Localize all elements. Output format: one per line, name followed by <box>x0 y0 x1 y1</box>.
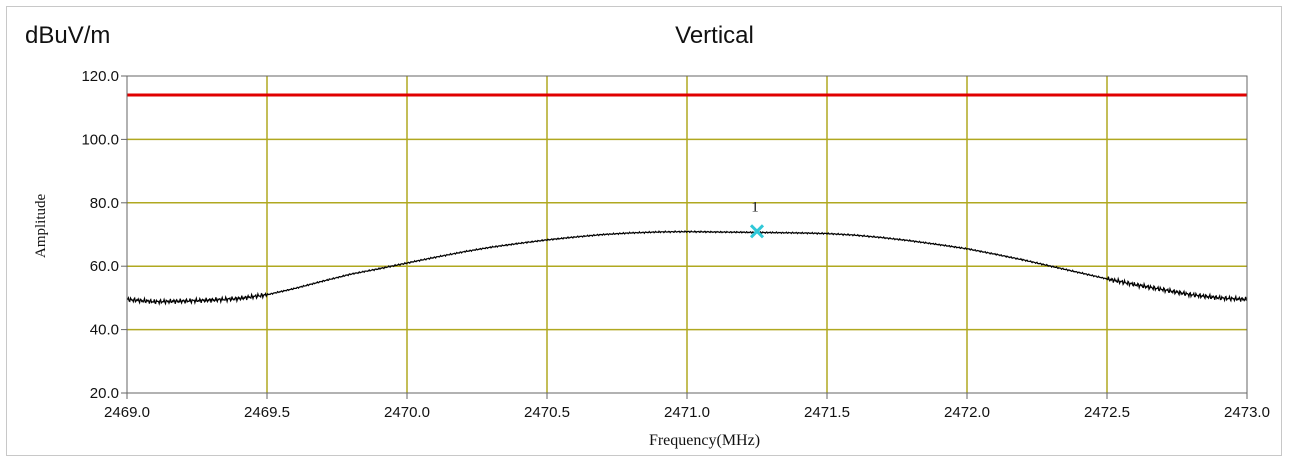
plot-border <box>126 75 1248 394</box>
marker-group: 1 <box>749 199 765 239</box>
x-tick-label: 2469.5 <box>244 404 290 421</box>
chart-frame <box>6 6 1282 456</box>
series-group <box>126 230 1248 306</box>
y-axis-label: Amplitude <box>33 193 49 258</box>
marker-1-label: 1 <box>751 199 759 215</box>
x-tick-label: 2471.5 <box>804 404 850 421</box>
x-tick-label: 2473.0 <box>1224 404 1270 421</box>
grid-lines <box>127 76 1247 393</box>
y-tick-label: 80.0 <box>90 195 119 212</box>
chart-title: Vertical <box>675 22 754 49</box>
marker-1-cross-b <box>749 224 765 239</box>
y-tick-label: 120.0 <box>81 68 119 85</box>
series-trace <box>126 230 1248 306</box>
y-tick-label: 20.0 <box>90 385 119 402</box>
unit-label: dBuV/m <box>25 22 111 49</box>
x-tick-label: 2471.0 <box>664 404 710 421</box>
x-tick-label: 2472.0 <box>944 404 990 421</box>
tick-labels: 2469.0 2469.5 2470.0 2470.5 2471.0 2471.5 2472… <box>81 68 1269 421</box>
y-tick-label: 100.0 <box>81 131 119 148</box>
x-tick-label: 2469.0 <box>104 404 150 421</box>
x-tick-label: 2472.5 <box>1084 404 1130 421</box>
x-tick-label: 2470.0 <box>384 404 430 421</box>
y-tick-label: 40.0 <box>90 322 119 339</box>
x-axis-label: Frequency(MHz) <box>648 432 761 449</box>
axes <box>121 75 1248 399</box>
x-tick-label: 2470.5 <box>524 404 570 421</box>
y-tick-label: 60.0 <box>90 258 119 275</box>
